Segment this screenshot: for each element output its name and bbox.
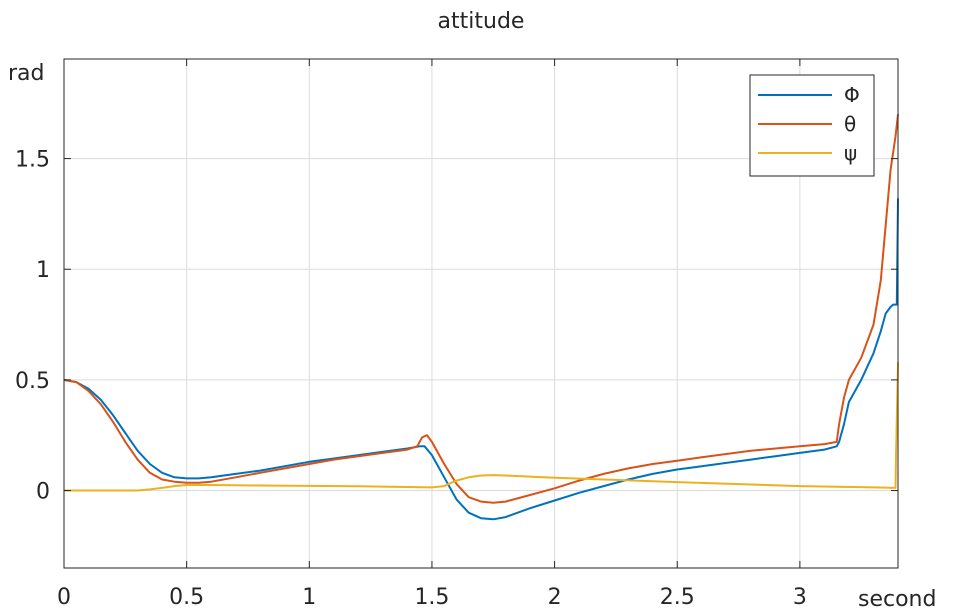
- plot-frame: [63, 58, 899, 569]
- x-tick-label: 1: [302, 585, 316, 610]
- chart-title: attitude: [438, 9, 525, 34]
- x-tick-label: 2.5: [660, 585, 695, 610]
- y-tick-label: 1: [36, 258, 50, 283]
- series-line: [63, 198, 899, 521]
- x-tick-label: 3: [793, 585, 807, 610]
- legend-label: Φ: [844, 83, 860, 107]
- legend-box: [749, 74, 875, 177]
- legend-label: ψ: [844, 141, 857, 165]
- x-axis-label: second: [858, 587, 936, 611]
- y-tick-label: 0.5: [15, 369, 50, 394]
- legend-label: θ: [844, 112, 856, 136]
- grid-lines: [63, 59, 898, 568]
- series-line: [64, 362, 899, 492]
- y-tick-label: 1.5: [15, 148, 50, 173]
- legend: Φθψ: [749, 74, 875, 177]
- x-tick-label: 1.5: [414, 585, 449, 610]
- x-tick-label: 0.5: [169, 585, 204, 610]
- y-axis-label: rad: [8, 61, 45, 86]
- series-layer: [63, 114, 899, 521]
- series-line: [63, 114, 899, 504]
- y-tick-label: 0: [36, 480, 50, 505]
- x-tick-label: 0: [57, 585, 71, 610]
- x-tick-label: 2: [548, 585, 562, 610]
- axis-ticks: 0 0.5 1 1.5 2 2.5 3 0 0.5 1 1.5: [15, 59, 898, 610]
